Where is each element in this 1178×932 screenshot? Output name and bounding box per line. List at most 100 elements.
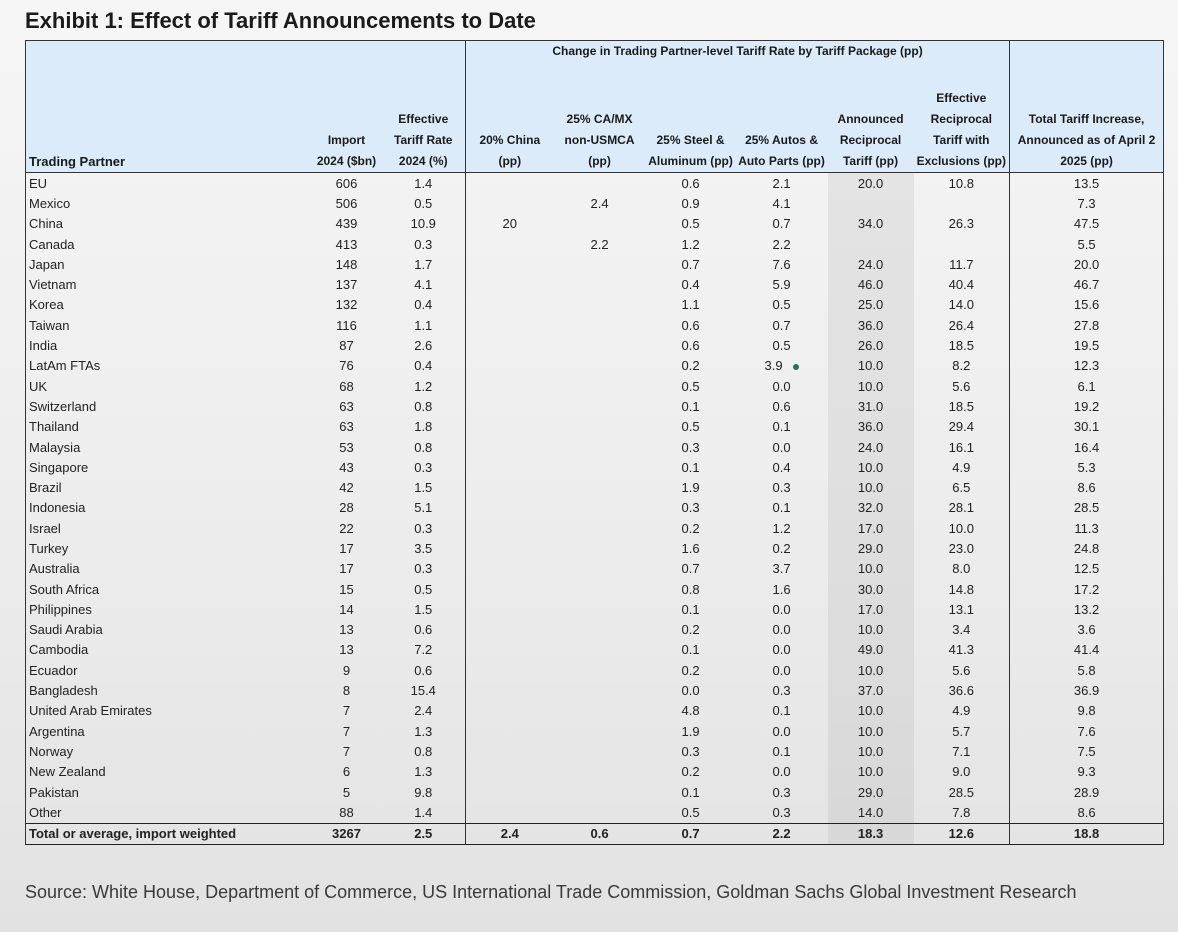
steel-cell: 1.9 <box>681 480 700 496</box>
col-header-autos: 25% Autos & Auto Parts (pp) <box>735 62 828 173</box>
total-cell: 36.9 <box>1009 680 1165 701</box>
table-row: Bangladesh 8 15.4 0.0 0.3 37.0 36.6 36.9 <box>25 680 1165 701</box>
table-row: Norway 7 0.8 0.3 0.1 10.0 7.1 7.5 <box>25 741 1165 762</box>
steel-cell: 0.1 <box>681 642 700 658</box>
table-row: United Arab Emirates 7 2.4 4.8 0.1 10.0 4.9 9.8 <box>25 700 1165 722</box>
camx-cell <box>554 376 646 396</box>
col-header-camx: 25% CA/MX non-USMCA (pp) <box>553 62 646 173</box>
effective-rate-cell: 3.5 <box>414 540 433 556</box>
effective-rate-cell: 15.4 <box>410 683 436 699</box>
effective-rate-cell: 1.2 <box>414 378 433 394</box>
announced-cell: 30.0 <box>827 578 914 600</box>
partner-cell: Canada <box>25 233 312 255</box>
camx-cell <box>554 660 646 680</box>
partner-cell: Bangladesh <box>25 680 312 701</box>
partner-cell: Taiwan <box>25 315 312 336</box>
camx-cell <box>554 721 646 741</box>
total-row: Total or average, import weighted 3267 2.5… <box>25 822 1165 845</box>
camx-cell <box>554 214 646 234</box>
effective-rate-cell: 0.8 <box>414 439 433 455</box>
camx-cell <box>554 559 646 579</box>
total-cell: 7.3 <box>1009 193 1165 214</box>
effective-reciprocal-cell: 9.0 <box>952 764 971 780</box>
total-cell: 19.5 <box>1009 335 1165 356</box>
china-cell <box>465 355 554 376</box>
total-cell: 17.2 <box>1009 578 1165 600</box>
steel-cell: 4.8 <box>681 703 700 719</box>
china-cell <box>465 721 554 742</box>
effective-reciprocal-cell: 3.4 <box>952 622 971 638</box>
autos-cell: 0.4 <box>772 459 791 475</box>
col-header-steel: 25% Steel & Aluminum (pp) <box>645 62 736 173</box>
table-row: Thailand 63 1.8 0.5 0.1 36.0 29.4 30.1 <box>25 416 1165 437</box>
steel-cell: 0.4 <box>681 277 700 293</box>
table-row: Saudi Arabia 13 0.6 0.2 0.0 10.0 3.4 3.6 <box>25 619 1165 640</box>
import-cell: 606 <box>311 172 382 194</box>
china-cell <box>465 660 554 681</box>
china-cell <box>465 396 554 417</box>
china-cell <box>465 619 554 640</box>
effective-rate-cell: 0.4 <box>414 297 433 313</box>
autos-cell: 3.7 <box>772 561 791 577</box>
autos-cell: 0.7 <box>772 317 791 333</box>
partner-cell: Indonesia <box>25 497 312 519</box>
effective-rate-cell: 4.1 <box>414 277 433 293</box>
group-header: Change in Trading Partner-level Tariff R… <box>465 40 1011 62</box>
autos-cell: 2.1 <box>735 172 828 194</box>
table-body: EU 606 1.4 0.6 2.1 20.0 10.8 13.5 Mexico 506 0.5 2.… <box>25 172 1165 845</box>
partner-cell: United Arab Emirates <box>25 700 312 722</box>
effective-rate-cell: 2.4 <box>414 703 433 719</box>
partner-cell: Korea <box>25 294 312 316</box>
tariff-table-container: Change in Trading Partner-level Tariff R… <box>24 40 1165 845</box>
table-row: Korea 132 0.4 1.1 0.5 25.0 14.0 15.6 <box>25 294 1165 316</box>
effective-reciprocal-cell: 4.9 <box>952 703 971 719</box>
steel-cell: 0.2 <box>681 358 700 374</box>
partner-cell: Other <box>25 802 312 823</box>
total-cell: 30.1 <box>1009 416 1165 437</box>
effective-reciprocal-cell: 11.7 <box>949 256 974 272</box>
effective-reciprocal-cell: 26.3 <box>948 216 974 232</box>
effective-reciprocal-cell: 8.2 <box>952 358 971 374</box>
total-cell: 27.8 <box>1009 315 1165 336</box>
autos-cell: 0.0 <box>772 622 791 638</box>
table-header: Change in Trading Partner-level Tariff R… <box>24 40 1165 173</box>
china-cell <box>465 436 554 458</box>
marker-dot <box>792 363 799 370</box>
total-cell: 11.3 <box>1009 518 1165 539</box>
total-cell: 46.7 <box>1009 274 1165 295</box>
total-cell: 5.5 <box>1009 233 1165 255</box>
partner-cell: South Africa <box>25 578 312 600</box>
effective-reciprocal-cell: 14.8 <box>948 581 974 597</box>
announced-cell: 37.0 <box>827 680 914 701</box>
announced-cell: 29.0 <box>827 538 914 559</box>
col-header-announced: Announced Reciprocal Tariff (pp) <box>827 62 914 173</box>
partner-cell: China <box>25 213 312 234</box>
autos-cell: 2.2 <box>735 822 828 845</box>
announced-cell: 20.0 <box>827 172 914 194</box>
autos-cell: 0.0 <box>772 764 791 780</box>
camx-cell <box>554 640 646 660</box>
announced-cell: 18.3 <box>827 822 914 845</box>
china-cell <box>465 274 554 295</box>
total-cell: 9.8 <box>1009 700 1165 722</box>
import-cell: 9 <box>342 662 351 678</box>
effective-reciprocal-cell: 28.5 <box>948 784 974 800</box>
announced-cell: 24.0 <box>827 254 914 275</box>
announced-cell: 25.0 <box>827 294 914 316</box>
steel-cell: 0.3 <box>681 500 700 516</box>
autos-cell: 0.3 <box>772 683 791 699</box>
total-cell: 19.2 <box>1009 396 1165 417</box>
effective-rate-cell: 0.3 <box>414 459 433 475</box>
effective-reciprocal-cell: 40.4 <box>948 277 974 293</box>
header-blank-left <box>24 40 466 62</box>
effective-rate-cell: 0.3 <box>414 520 433 536</box>
china-cell <box>465 578 554 600</box>
partner-cell: Total or average, import weighted <box>25 822 312 845</box>
announced-cell: 14.0 <box>827 802 914 823</box>
camx-cell <box>554 802 646 823</box>
import-cell: 6 <box>342 764 351 780</box>
china-cell <box>465 741 554 762</box>
import-cell: 88 <box>339 804 354 820</box>
autos-cell: 0.7 <box>772 216 791 232</box>
camx-cell <box>553 172 646 194</box>
